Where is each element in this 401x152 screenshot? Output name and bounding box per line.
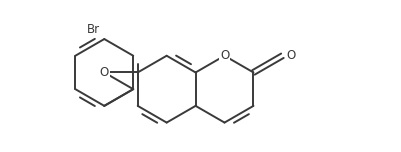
Text: O: O [219,49,229,62]
Text: O: O [286,49,295,62]
Text: Br: Br [87,23,100,36]
Text: O: O [99,66,109,79]
